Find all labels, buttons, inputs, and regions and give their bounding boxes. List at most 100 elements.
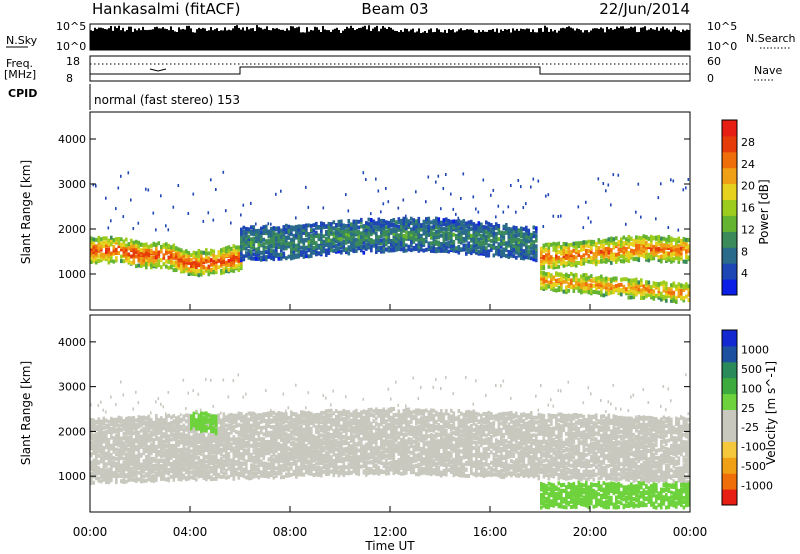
heatmap-cell bbox=[97, 417, 101, 422]
heatmap-cell bbox=[402, 247, 406, 252]
heatmap-cell bbox=[672, 294, 676, 298]
nsky-bar bbox=[530, 32, 532, 50]
heatmap-cell bbox=[175, 420, 178, 424]
heatmap-cell bbox=[237, 373, 240, 377]
heatmap-cell bbox=[95, 244, 98, 249]
heatmap-cell bbox=[655, 251, 658, 256]
heatmap-cell bbox=[670, 256, 673, 261]
heatmap-cell bbox=[230, 469, 233, 474]
heatmap-cell bbox=[335, 225, 338, 230]
heatmap-cell bbox=[220, 260, 223, 265]
heatmap-cell bbox=[185, 470, 188, 475]
heatmap-cell bbox=[192, 411, 196, 416]
heatmap-cell bbox=[437, 242, 441, 247]
nsky-bar bbox=[246, 26, 248, 50]
heatmap-cell bbox=[142, 465, 146, 470]
heatmap-cell bbox=[290, 253, 293, 258]
heatmap-cell bbox=[347, 251, 351, 256]
heatmap-cell bbox=[667, 287, 671, 292]
heatmap-cell bbox=[635, 282, 638, 287]
heatmap-cell bbox=[202, 427, 206, 432]
heatmap-cell bbox=[95, 441, 98, 446]
heatmap-cell bbox=[200, 439, 203, 444]
nsky-bar bbox=[388, 26, 390, 50]
heatmap-cell bbox=[475, 240, 478, 245]
nsky-bar bbox=[436, 28, 438, 50]
heatmap-cell bbox=[97, 420, 101, 424]
heatmap-cell bbox=[370, 232, 373, 237]
nsky-bar bbox=[156, 26, 158, 50]
heatmap-cell bbox=[647, 289, 651, 293]
heatmap-cell bbox=[630, 253, 633, 258]
heatmap-cell bbox=[122, 480, 126, 484]
heatmap-cell bbox=[450, 237, 453, 242]
heatmap-cell bbox=[197, 433, 201, 438]
heatmap-cell bbox=[175, 456, 178, 461]
heatmap-cell bbox=[357, 241, 361, 246]
heatmap-cell bbox=[655, 217, 657, 221]
heatmap-cell bbox=[652, 248, 656, 253]
heatmap-cell bbox=[305, 223, 308, 228]
heatmap-cell bbox=[502, 240, 506, 245]
heatmap-cell bbox=[122, 474, 126, 479]
nsky-bar bbox=[480, 31, 482, 50]
heatmap-cell bbox=[455, 212, 457, 216]
heatmap-cell bbox=[167, 243, 171, 248]
heatmap-cell bbox=[352, 244, 356, 249]
heatmap-cell bbox=[347, 238, 351, 243]
nsky-bar bbox=[564, 28, 566, 50]
heatmap-cell bbox=[212, 421, 216, 426]
heatmap-cell bbox=[490, 238, 493, 243]
heatmap-cell bbox=[237, 471, 241, 476]
heatmap-cell bbox=[355, 244, 358, 249]
heatmap-cell bbox=[352, 238, 356, 243]
heatmap-cell bbox=[557, 241, 561, 246]
heatmap-cell bbox=[92, 427, 96, 432]
nsky-bar bbox=[664, 29, 666, 50]
heatmap-cell bbox=[140, 264, 143, 268]
heatmap-cell bbox=[210, 450, 213, 455]
heatmap-cell bbox=[265, 250, 268, 255]
heatmap-cell bbox=[285, 230, 288, 235]
heatmap-cell bbox=[577, 282, 581, 287]
heatmap-cell bbox=[295, 230, 298, 235]
heatmap-cell bbox=[495, 226, 498, 231]
heatmap-cell bbox=[530, 256, 533, 261]
heatmap-cell bbox=[387, 237, 391, 242]
colorbar-swatch bbox=[722, 167, 737, 185]
heatmap-cell bbox=[622, 289, 626, 294]
heatmap-cell bbox=[100, 474, 103, 479]
heatmap-cell bbox=[210, 446, 213, 451]
heatmap-cell bbox=[262, 225, 266, 230]
heatmap-cell bbox=[267, 249, 271, 254]
heatmap-cell bbox=[122, 246, 126, 251]
heatmap-cell bbox=[175, 251, 178, 256]
heatmap-cell bbox=[677, 250, 681, 255]
heatmap-cell bbox=[240, 442, 243, 447]
heatmap-cell bbox=[520, 238, 523, 243]
heatmap-cell bbox=[687, 178, 690, 181]
nsky-bar bbox=[612, 29, 614, 50]
heatmap-cell bbox=[100, 459, 103, 464]
heatmap-cell bbox=[100, 241, 103, 246]
heatmap-cell bbox=[202, 416, 206, 421]
heatmap-cell bbox=[90, 432, 93, 437]
heatmap-cell bbox=[185, 268, 188, 273]
heatmap-cell bbox=[670, 253, 673, 257]
nsky-bar bbox=[630, 26, 632, 50]
heatmap-cell bbox=[677, 284, 681, 289]
heatmap-cell bbox=[212, 264, 216, 269]
heatmap-cell bbox=[335, 248, 338, 252]
heatmap-cell bbox=[570, 271, 573, 276]
heatmap-cell bbox=[470, 251, 473, 256]
heatmap-cell bbox=[105, 474, 108, 479]
heatmap-cell bbox=[155, 471, 158, 476]
heatmap-cell bbox=[132, 416, 136, 420]
heatmap-cell bbox=[180, 267, 183, 272]
heatmap-cell bbox=[207, 259, 211, 264]
heatmap-cell bbox=[147, 460, 151, 465]
nsky-bar bbox=[182, 28, 184, 50]
heatmap-cell bbox=[272, 233, 276, 238]
heatmap-cell bbox=[472, 226, 476, 230]
heatmap-cell bbox=[637, 284, 641, 289]
